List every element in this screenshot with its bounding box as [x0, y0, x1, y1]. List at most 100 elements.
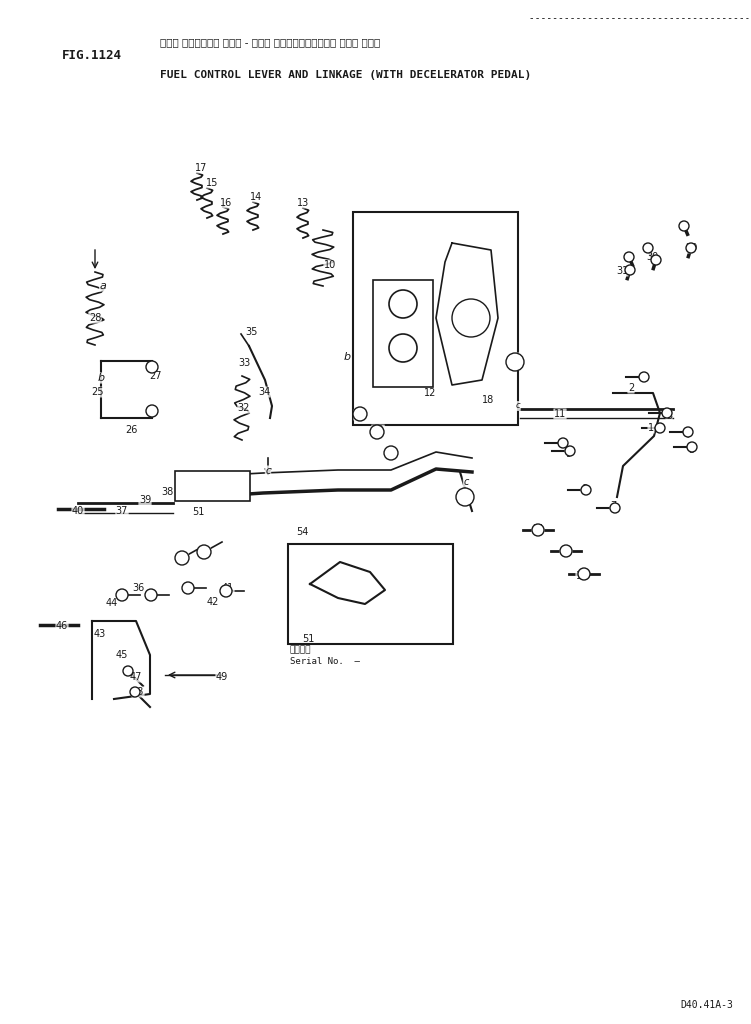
Text: 19: 19 [576, 571, 588, 581]
Text: 7: 7 [610, 501, 616, 511]
Circle shape [532, 524, 544, 536]
Text: 49: 49 [216, 672, 228, 682]
Text: 10: 10 [324, 260, 336, 270]
Text: FUEL CONTROL LEVER AND LINKAGE (WITH DECELERATOR PEDAL): FUEL CONTROL LEVER AND LINKAGE (WITH DEC… [160, 70, 531, 80]
Text: 9: 9 [565, 449, 571, 459]
Circle shape [687, 442, 697, 452]
Text: b: b [98, 373, 104, 383]
Text: 5: 5 [688, 445, 694, 455]
Bar [353, 212, 518, 425]
Text: 24: 24 [384, 449, 397, 458]
Text: 17: 17 [195, 163, 207, 173]
Text: 39: 39 [139, 495, 151, 505]
Text: 1: 1 [648, 423, 654, 433]
Text: 36: 36 [132, 583, 144, 593]
Circle shape [683, 427, 693, 437]
Text: 適用機種: 適用機種 [290, 645, 312, 654]
Circle shape [182, 582, 194, 594]
Circle shape [558, 438, 568, 449]
Text: フェル コントロール レバー - および リンケージ（デクセル ペダル ツキ）: フェル コントロール レバー - および リンケージ（デクセル ペダル ツキ） [160, 37, 380, 47]
Text: b: b [343, 352, 351, 362]
Text: 43: 43 [94, 629, 106, 639]
Text: 46: 46 [56, 621, 68, 631]
Circle shape [384, 446, 398, 460]
Bar [373, 280, 433, 387]
Text: 16: 16 [220, 198, 232, 208]
Circle shape [146, 406, 158, 417]
Text: 34: 34 [258, 387, 270, 397]
Circle shape [662, 408, 672, 418]
Circle shape [560, 545, 572, 557]
Text: 44: 44 [106, 598, 118, 608]
Text: 27: 27 [149, 371, 161, 381]
Text: 18: 18 [482, 395, 494, 406]
Circle shape [565, 446, 575, 456]
Text: 14: 14 [250, 193, 262, 202]
Text: 32: 32 [238, 403, 250, 413]
Text: 47: 47 [130, 672, 142, 682]
Text: 31: 31 [616, 266, 628, 276]
Circle shape [506, 353, 524, 371]
Circle shape [123, 666, 133, 676]
Circle shape [175, 551, 189, 565]
Text: 50: 50 [459, 492, 471, 502]
Text: 6: 6 [424, 313, 430, 323]
Text: Serial No.  —: Serial No. — [290, 657, 360, 666]
Circle shape [679, 221, 689, 231]
Circle shape [651, 255, 661, 265]
Text: 8: 8 [581, 484, 587, 494]
Text: c: c [463, 477, 469, 487]
Text: 22: 22 [372, 425, 385, 435]
Text: 53: 53 [198, 547, 210, 557]
Text: 4: 4 [684, 430, 690, 440]
Text: 23: 23 [354, 410, 366, 420]
Text: c: c [265, 466, 270, 476]
Text: 28: 28 [89, 313, 101, 323]
Text: 20: 20 [559, 547, 572, 557]
Polygon shape [310, 562, 385, 604]
Circle shape [146, 361, 158, 373]
Circle shape [370, 425, 384, 439]
Circle shape [625, 265, 635, 275]
Text: 12: 12 [424, 388, 436, 398]
Circle shape [578, 568, 590, 580]
Text: a: a [513, 353, 519, 362]
Text: 54: 54 [296, 527, 308, 537]
Circle shape [145, 589, 157, 601]
Bar [175, 471, 250, 501]
Circle shape [116, 589, 128, 601]
Circle shape [610, 503, 620, 513]
Text: 26: 26 [125, 425, 137, 435]
Text: 15: 15 [206, 178, 219, 188]
Polygon shape [436, 243, 498, 385]
Circle shape [220, 585, 232, 597]
Text: 21: 21 [532, 524, 544, 534]
Text: 42: 42 [207, 597, 219, 607]
Circle shape [389, 334, 417, 362]
Circle shape [452, 299, 490, 337]
Text: a: a [100, 281, 107, 291]
Text: 3: 3 [666, 411, 672, 421]
Text: 25: 25 [92, 387, 104, 397]
Text: 45: 45 [116, 650, 128, 660]
Text: 37: 37 [116, 506, 128, 516]
Circle shape [639, 372, 649, 382]
Text: 11: 11 [554, 409, 566, 419]
Bar [288, 544, 453, 644]
Text: 41: 41 [222, 583, 234, 593]
Text: FIG.1124: FIG.1124 [62, 49, 122, 62]
Circle shape [655, 423, 665, 433]
Text: 13: 13 [297, 198, 309, 208]
Circle shape [353, 407, 367, 421]
Text: 51: 51 [192, 507, 204, 517]
Circle shape [130, 687, 140, 697]
Circle shape [456, 488, 474, 506]
Text: 33: 33 [238, 358, 250, 368]
Text: 2: 2 [628, 383, 634, 393]
Text: 30: 30 [646, 252, 658, 262]
Circle shape [197, 545, 211, 559]
Circle shape [686, 243, 696, 253]
Text: 38: 38 [161, 487, 173, 497]
Circle shape [389, 290, 417, 318]
Circle shape [624, 252, 634, 262]
